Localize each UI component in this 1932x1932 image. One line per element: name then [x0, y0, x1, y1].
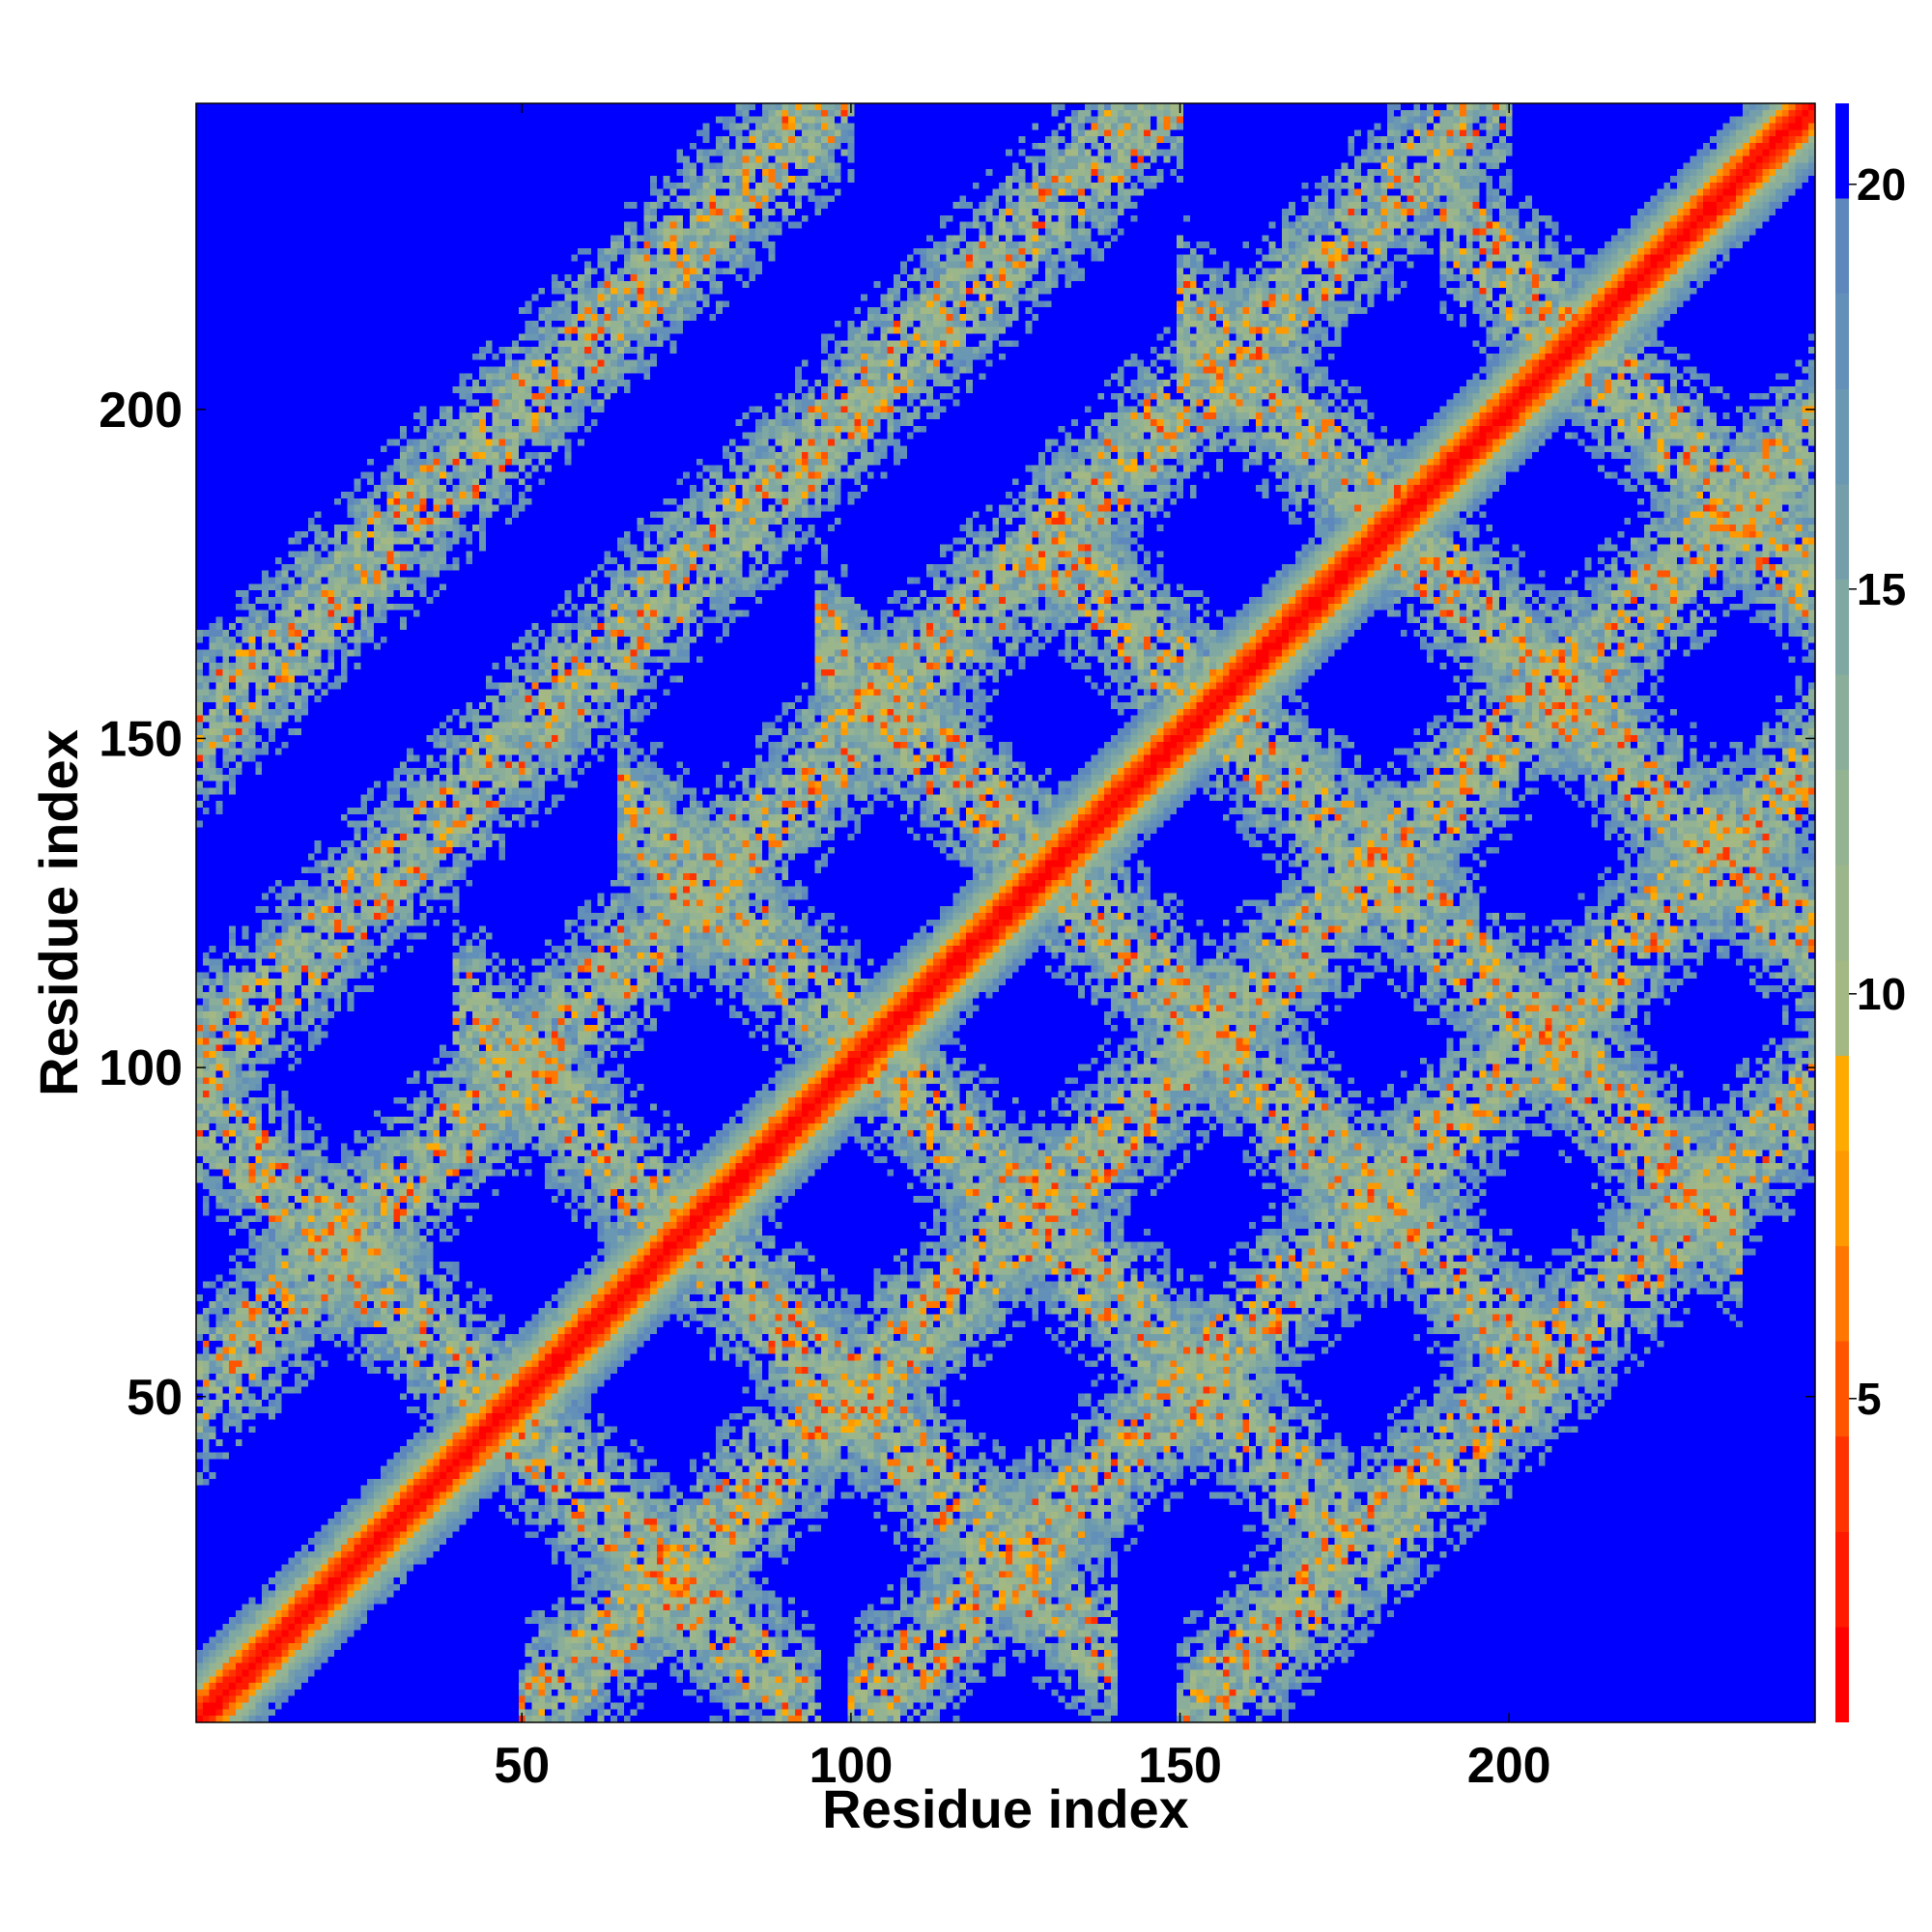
y-tick-label: 200 [99, 383, 183, 439]
x-tick-label: 50 [494, 1738, 550, 1794]
colorbar-tick-label: 5 [1857, 1374, 1882, 1424]
y-tick-label: 100 [99, 1040, 183, 1096]
y-tick-label: 50 [127, 1370, 183, 1426]
colorbar-tick-label: 15 [1857, 564, 1906, 614]
x-tick-label: 150 [1138, 1738, 1222, 1794]
colorbar-ticks: 5 10 15 20 [1849, 159, 1906, 1424]
colorbar-tick-label: 20 [1857, 159, 1906, 210]
y-axis-title: Residue index [28, 729, 89, 1096]
colorbar-tick-label: 10 [1857, 969, 1906, 1019]
x-tick-label: 100 [810, 1738, 894, 1794]
x-tick-label: 200 [1467, 1738, 1551, 1794]
distance-heatmap [196, 103, 1815, 1722]
colorbar [1835, 103, 1849, 1722]
y-tick-label: 150 [99, 711, 183, 767]
x-axis-title: Residue index [822, 1778, 1189, 1839]
